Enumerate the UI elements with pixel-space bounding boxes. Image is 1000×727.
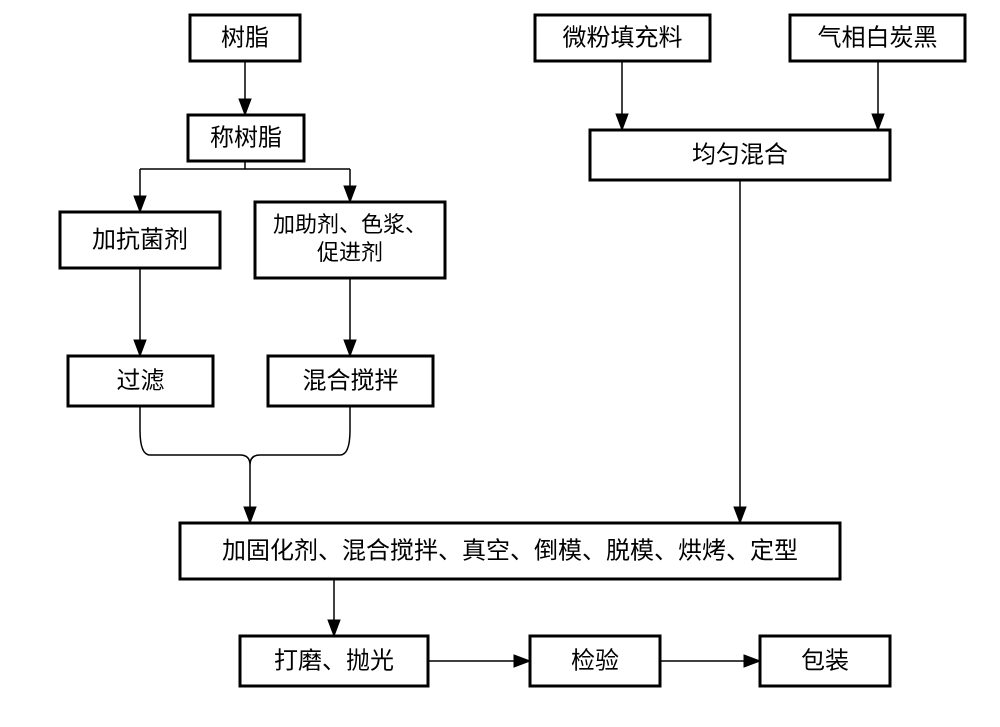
inspect-label: 检验: [571, 647, 619, 674]
silica-label: 气相白炭黑: [818, 24, 938, 51]
cure-label: 加固化剂、混合搅拌、真空、倒模、脱模、烘烤、定型: [222, 537, 798, 564]
filter-label: 过滤: [117, 367, 165, 394]
resin-label: 树脂: [221, 24, 269, 51]
mixstir-label: 混合搅拌: [303, 367, 399, 394]
antibac-label: 加抗菌剂: [92, 226, 188, 253]
weigh-label: 称树脂: [210, 124, 282, 151]
additives-label2: 促进剂: [317, 240, 383, 265]
uniformmix-label: 均匀混合: [692, 141, 788, 168]
polish-label: 打磨、抛光: [274, 647, 394, 674]
pack-label: 包装: [801, 647, 849, 674]
filler-label: 微粉填充料: [563, 24, 683, 51]
additives-label1: 加助剂、色浆、: [273, 212, 427, 237]
